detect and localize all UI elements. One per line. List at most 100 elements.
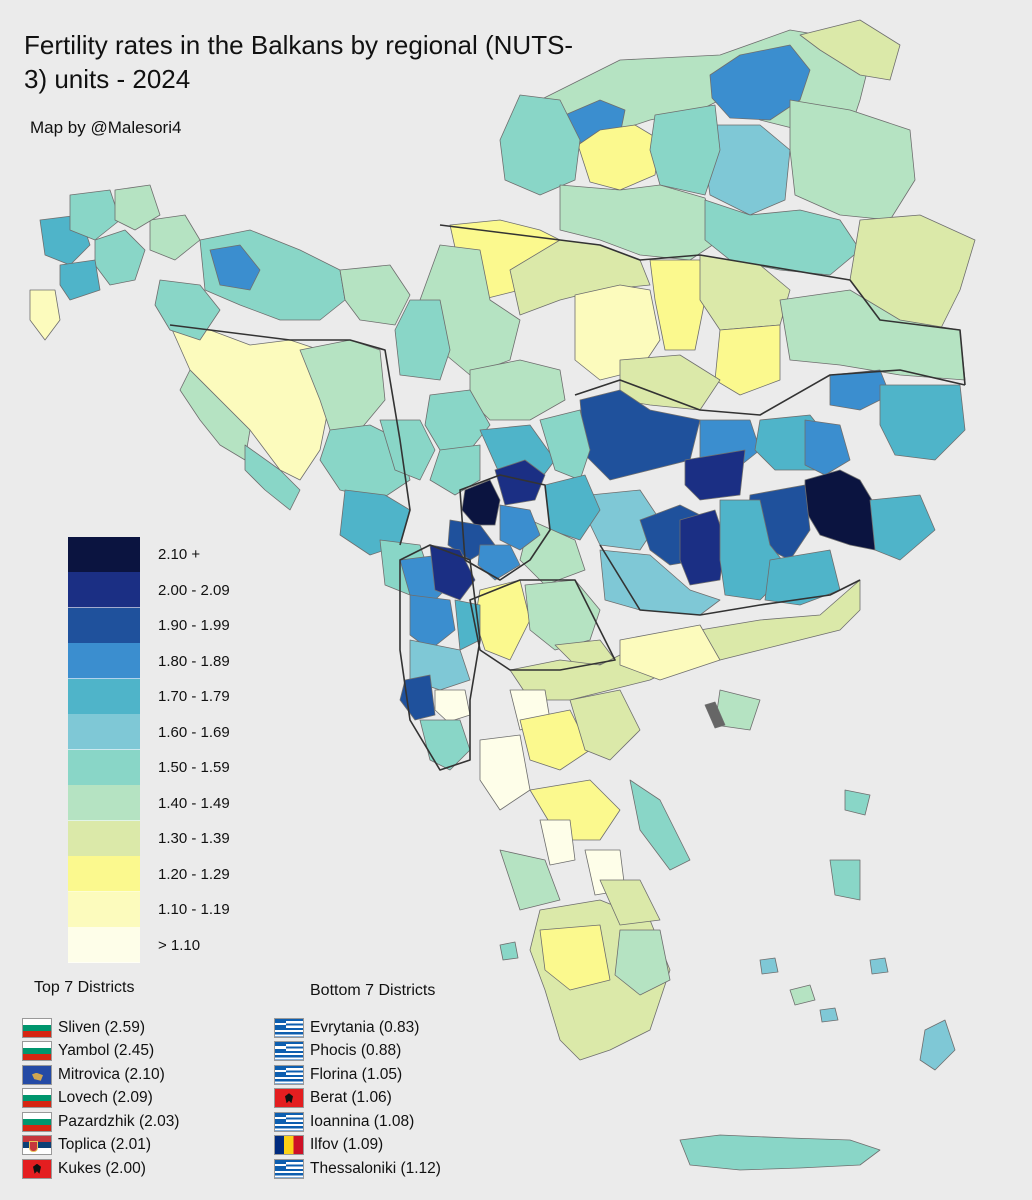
bottom-districts-list: Evrytania (0.83) Phocis (0.88) Florina (… bbox=[274, 1016, 441, 1181]
map-credit: Map by @Malesori4 bbox=[30, 118, 182, 137]
region bbox=[829, 369, 891, 411]
legend-label: 1.20 - 1.29 bbox=[158, 865, 230, 883]
region bbox=[499, 504, 541, 551]
region bbox=[599, 879, 661, 926]
legend-item: 1.20 - 1.29 bbox=[68, 856, 230, 893]
region bbox=[519, 709, 591, 771]
legend-swatch bbox=[68, 820, 140, 857]
legend-swatch bbox=[68, 785, 140, 822]
region bbox=[679, 509, 726, 586]
region bbox=[179, 369, 251, 461]
greece-flag-icon bbox=[274, 1064, 304, 1085]
bulgaria-flag-icon bbox=[22, 1041, 52, 1062]
region bbox=[704, 701, 726, 729]
legend-label: 1.40 - 1.49 bbox=[158, 794, 230, 812]
top-districts-list: Sliven (2.59) Yambol (2.45) Mitrovica (2… bbox=[22, 1016, 179, 1181]
islands bbox=[499, 701, 956, 1171]
legend-label: 1.90 - 1.99 bbox=[158, 617, 230, 635]
legend-item: 1.40 - 1.49 bbox=[68, 785, 230, 822]
region bbox=[69, 189, 121, 241]
list-item: Ioannina (1.08) bbox=[274, 1110, 441, 1134]
albania-flag-icon bbox=[22, 1158, 52, 1179]
list-item: Ilfov (1.09) bbox=[274, 1134, 441, 1158]
legend-item: 2.00 - 2.09 bbox=[68, 572, 230, 609]
list-item: Pazardzhik (2.03) bbox=[22, 1110, 179, 1134]
region bbox=[764, 549, 841, 606]
region bbox=[479, 734, 531, 811]
region bbox=[704, 199, 861, 276]
legend-item: 2.10 + bbox=[68, 536, 230, 573]
greece-regions bbox=[479, 579, 861, 1061]
region bbox=[869, 957, 889, 975]
color-legend: 2.10 + 2.00 - 2.09 1.90 - 1.99 1.80 - 1.… bbox=[68, 536, 230, 964]
country-borders bbox=[169, 224, 966, 771]
region bbox=[709, 44, 811, 121]
albania-flag-icon bbox=[274, 1088, 304, 1109]
region bbox=[844, 789, 871, 816]
region bbox=[804, 469, 879, 551]
legend-item: 1.70 - 1.79 bbox=[68, 678, 230, 715]
bulgaria-regions bbox=[579, 369, 966, 616]
region bbox=[799, 19, 901, 81]
serbia-regions bbox=[394, 244, 601, 586]
list-item: Phocis (0.88) bbox=[274, 1040, 441, 1064]
legend-swatch bbox=[68, 643, 140, 680]
region bbox=[434, 689, 471, 723]
district-label: Toplica (2.01) bbox=[58, 1136, 152, 1154]
region bbox=[209, 244, 261, 291]
region bbox=[684, 449, 746, 501]
region bbox=[474, 579, 531, 661]
bottom-districts-heading: Bottom 7 Districts bbox=[310, 982, 436, 999]
region bbox=[919, 1019, 956, 1071]
region bbox=[789, 99, 916, 221]
region bbox=[499, 849, 561, 911]
legend-item: 1.50 - 1.59 bbox=[68, 749, 230, 786]
legend-label: 2.10 + bbox=[158, 546, 201, 564]
region bbox=[494, 459, 546, 506]
region bbox=[149, 214, 201, 261]
region bbox=[819, 1007, 839, 1023]
legend-item: 1.60 - 1.69 bbox=[68, 714, 230, 751]
region bbox=[789, 984, 816, 1006]
region bbox=[539, 924, 611, 991]
region bbox=[559, 184, 721, 261]
list-item: Yambol (2.45) bbox=[22, 1040, 179, 1064]
list-item: Toplica (2.01) bbox=[22, 1134, 179, 1158]
top-districts-heading: Top 7 Districts bbox=[34, 979, 135, 996]
bulgaria-flag-icon bbox=[22, 1111, 52, 1132]
bosnia-regions bbox=[169, 324, 436, 556]
legend-label: 1.10 - 1.19 bbox=[158, 901, 230, 919]
list-item: Evrytania (0.83) bbox=[274, 1016, 441, 1040]
region bbox=[804, 419, 851, 476]
greece-flag-icon bbox=[274, 1158, 304, 1179]
legend-label: 1.60 - 1.69 bbox=[158, 723, 230, 741]
district-label: Phocis (0.88) bbox=[310, 1042, 402, 1060]
region bbox=[244, 444, 301, 511]
legend-swatch bbox=[68, 607, 140, 644]
legend-label: 2.00 - 2.09 bbox=[158, 581, 230, 599]
region bbox=[679, 1134, 881, 1171]
region bbox=[479, 424, 556, 481]
region bbox=[469, 359, 566, 421]
district-label: Ioannina (1.08) bbox=[310, 1112, 415, 1130]
region bbox=[59, 259, 101, 301]
district-label: Berat (1.06) bbox=[310, 1089, 392, 1107]
list-item: Lovech (2.09) bbox=[22, 1087, 179, 1111]
slovenia-regions bbox=[39, 184, 161, 301]
district-label: Lovech (2.09) bbox=[58, 1089, 153, 1107]
legend-swatch bbox=[68, 678, 140, 715]
region bbox=[759, 957, 779, 975]
region bbox=[599, 549, 721, 616]
region bbox=[539, 819, 576, 866]
region bbox=[409, 594, 456, 651]
district-label: Thessaloniki (1.12) bbox=[310, 1159, 441, 1177]
region bbox=[879, 384, 966, 461]
legend-item: > 1.10 bbox=[68, 927, 230, 964]
bulgaria-flag-icon bbox=[22, 1088, 52, 1109]
region bbox=[114, 184, 161, 231]
legend-swatch bbox=[68, 891, 140, 928]
legend-label: 1.30 - 1.39 bbox=[158, 830, 230, 848]
north-macedonia-regions bbox=[474, 579, 616, 671]
district-label: Yambol (2.45) bbox=[58, 1042, 155, 1060]
romania-flag-icon bbox=[274, 1135, 304, 1156]
